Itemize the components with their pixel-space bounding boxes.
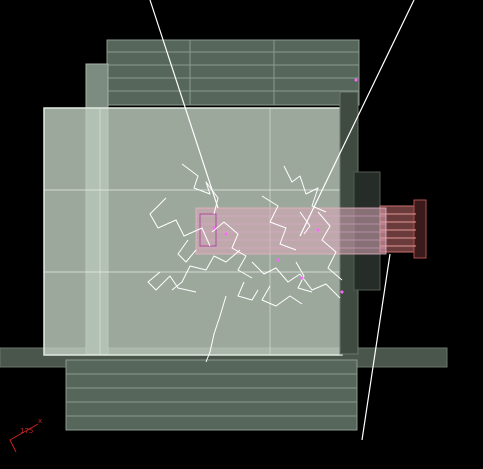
beam-region — [195, 207, 387, 255]
top-module — [106, 39, 360, 106]
axis-x-label: x — [38, 417, 42, 425]
bottom-module — [65, 359, 358, 431]
long-tracks — [149, 0, 415, 441]
shower-tracks — [147, 163, 343, 363]
hit-markers — [212, 78, 358, 294]
axis-indicator: x 175 — [9, 417, 42, 453]
axis-scale-label: 175 — [20, 427, 33, 435]
